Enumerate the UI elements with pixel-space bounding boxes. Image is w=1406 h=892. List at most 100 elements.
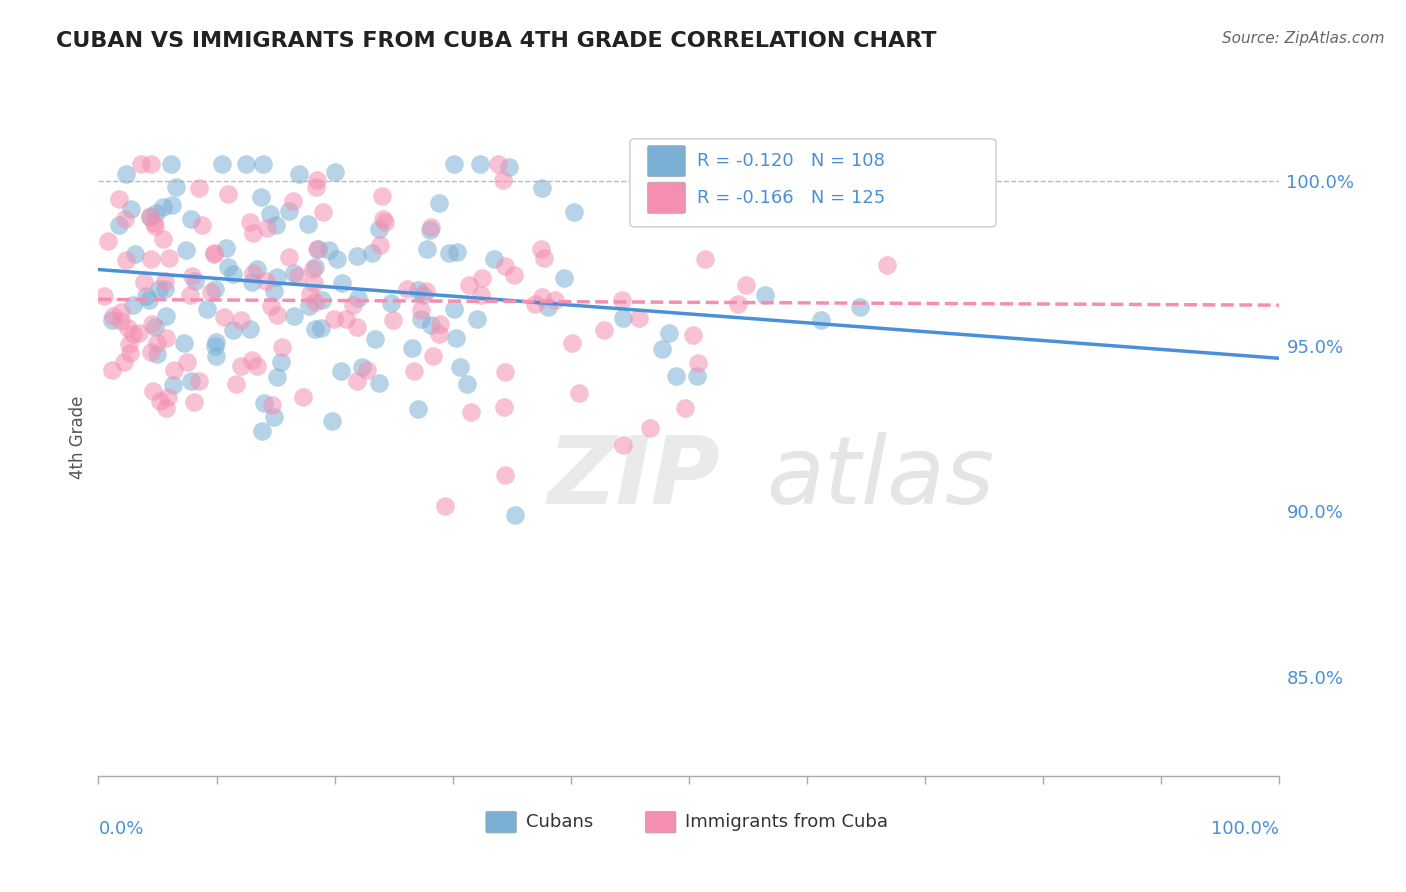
Point xyxy=(367,376,389,390)
Point xyxy=(246,262,269,277)
Point xyxy=(184,274,207,288)
Point xyxy=(443,302,465,317)
Point xyxy=(420,220,443,235)
Point xyxy=(307,242,329,256)
Point xyxy=(114,212,136,227)
Point xyxy=(256,221,278,235)
Point xyxy=(686,356,709,370)
Point xyxy=(128,326,150,341)
Point xyxy=(270,354,292,368)
Point xyxy=(972,188,994,202)
Point xyxy=(135,289,157,303)
Point xyxy=(562,204,585,219)
Point xyxy=(283,309,305,323)
Point xyxy=(97,234,120,248)
Point xyxy=(156,390,179,404)
Point xyxy=(429,317,451,331)
Point xyxy=(120,345,142,359)
Point xyxy=(492,400,515,414)
Point xyxy=(143,219,166,233)
Point xyxy=(323,311,346,326)
Point xyxy=(627,311,650,326)
Point xyxy=(456,376,478,391)
Point xyxy=(693,252,716,267)
Point xyxy=(612,311,634,326)
Point xyxy=(810,313,832,327)
Y-axis label: 4th Grade: 4th Grade xyxy=(69,395,87,479)
Point xyxy=(422,349,444,363)
Point xyxy=(446,245,468,260)
Point xyxy=(491,173,513,187)
Point xyxy=(409,311,432,326)
Point xyxy=(408,402,430,417)
Point xyxy=(266,309,288,323)
Point xyxy=(179,288,201,302)
Point xyxy=(330,276,353,290)
Point xyxy=(305,172,328,186)
Point xyxy=(155,401,177,415)
Point xyxy=(304,295,326,310)
Point xyxy=(139,209,162,223)
Point xyxy=(117,320,139,334)
Point xyxy=(360,246,382,260)
Point xyxy=(263,284,285,298)
Point xyxy=(180,211,202,226)
Point xyxy=(651,342,673,356)
Point xyxy=(141,318,163,332)
Point xyxy=(252,424,274,438)
Point xyxy=(503,508,526,522)
Point xyxy=(162,197,184,211)
Point xyxy=(190,218,212,232)
Point xyxy=(101,362,124,376)
Point xyxy=(568,385,591,400)
Point xyxy=(494,468,516,483)
Point xyxy=(155,309,177,323)
Point xyxy=(204,282,226,296)
Point xyxy=(112,354,135,368)
Point xyxy=(176,355,198,369)
Point xyxy=(211,157,233,171)
Point xyxy=(433,500,456,514)
Point xyxy=(437,245,460,260)
Point xyxy=(246,359,269,374)
Point xyxy=(159,157,181,171)
Point xyxy=(181,269,204,284)
Point xyxy=(149,393,172,408)
Point xyxy=(240,275,263,289)
Point xyxy=(173,335,195,350)
Point xyxy=(409,302,432,317)
Point xyxy=(202,246,225,260)
Point xyxy=(143,320,166,334)
Point xyxy=(204,339,226,353)
Point xyxy=(311,293,333,308)
Point xyxy=(266,270,288,285)
Point xyxy=(93,288,115,302)
Point xyxy=(312,204,335,219)
FancyBboxPatch shape xyxy=(630,139,995,227)
Point xyxy=(110,314,132,328)
Point xyxy=(658,326,681,340)
Point xyxy=(416,243,439,257)
Point xyxy=(396,282,419,296)
Point xyxy=(754,288,776,302)
Point xyxy=(101,310,124,324)
Point xyxy=(146,335,169,350)
Point xyxy=(471,271,494,285)
Point xyxy=(283,266,305,280)
Point xyxy=(188,181,211,195)
Point xyxy=(217,187,239,202)
Point xyxy=(162,378,184,392)
Point xyxy=(356,362,378,376)
Text: Source: ZipAtlas.com: Source: ZipAtlas.com xyxy=(1222,31,1385,46)
Point xyxy=(132,275,155,289)
Point xyxy=(287,269,309,284)
Point xyxy=(152,232,174,246)
Point xyxy=(323,165,346,179)
Point xyxy=(138,293,160,307)
Point xyxy=(242,266,264,280)
Point xyxy=(427,327,450,342)
Point xyxy=(673,401,696,416)
Point xyxy=(108,218,131,232)
FancyBboxPatch shape xyxy=(645,812,676,833)
Point xyxy=(115,253,138,268)
